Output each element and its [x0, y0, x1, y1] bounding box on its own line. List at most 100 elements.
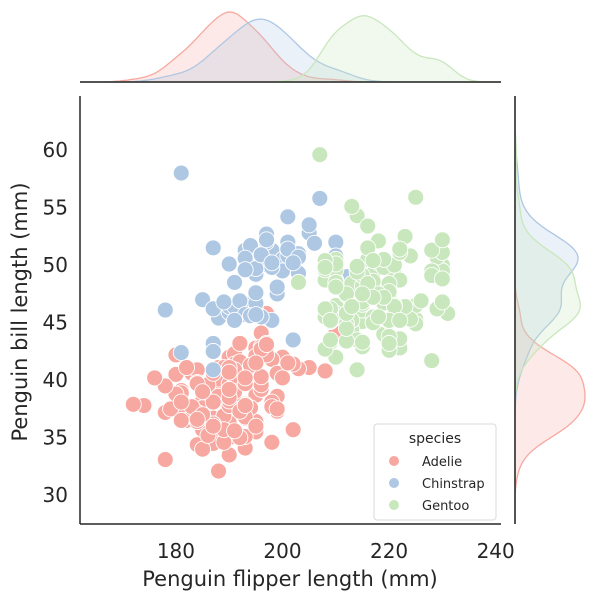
point-adelie: [263, 433, 281, 451]
point-gentoo: [322, 331, 339, 349]
y-tick-label: 35: [43, 426, 68, 450]
point-gentoo: [412, 292, 430, 310]
point-gentoo: [391, 240, 409, 258]
legend-label-gentoo: Gentoo: [422, 499, 469, 514]
legend-title: species: [409, 431, 461, 447]
point-adelie: [210, 462, 228, 480]
point-gentoo: [316, 258, 334, 276]
x-tick-label: 240: [477, 539, 515, 563]
point-adelie: [178, 359, 196, 376]
right-marginal-kde: [514, 96, 586, 524]
point-adelie: [247, 417, 265, 435]
point-chinstrap: [215, 293, 233, 311]
x-tick-labels: 180 200 220 240: [157, 539, 515, 563]
point-adelie: [231, 334, 249, 352]
point-gentoo: [322, 311, 339, 329]
point-chinstrap: [220, 255, 238, 273]
point-gentoo: [391, 311, 409, 329]
scatter-points: [124, 146, 457, 480]
point-adelie: [220, 380, 238, 398]
legend-label-chinstrap: Chinstrap: [422, 477, 485, 492]
point-gentoo: [353, 285, 371, 303]
point-chinstrap: [268, 278, 286, 296]
point-gentoo: [380, 334, 398, 352]
point-chinstrap: [204, 361, 222, 379]
point-chinstrap: [284, 254, 302, 272]
point-adelie: [226, 422, 243, 440]
point-chinstrap: [311, 189, 329, 207]
point-chinstrap: [204, 239, 222, 257]
point-gentoo: [327, 278, 345, 296]
point-adelie: [194, 383, 212, 401]
point-adelie: [146, 369, 164, 387]
point-chinstrap: [263, 254, 281, 272]
point-gentoo: [369, 308, 387, 326]
point-chinstrap: [172, 344, 190, 362]
x-tick-label: 220: [370, 539, 408, 563]
point-gentoo: [433, 293, 451, 311]
point-adelie: [156, 451, 174, 469]
point-gentoo: [407, 188, 425, 206]
point-gentoo: [311, 146, 329, 164]
legend-frame: [373, 423, 497, 521]
point-adelie: [172, 393, 190, 411]
point-chinstrap: [247, 306, 265, 324]
legend-marker-adelie: [389, 456, 399, 466]
point-adelie: [274, 369, 291, 387]
x-tick-label: 180: [157, 539, 195, 563]
point-chinstrap: [226, 273, 243, 291]
legend-marker-gentoo: [389, 500, 399, 510]
point-chinstrap: [279, 208, 297, 226]
point-gentoo: [348, 361, 366, 379]
point-adelie: [188, 410, 206, 428]
y-tick-label: 55: [43, 196, 68, 220]
point-adelie: [284, 421, 302, 439]
legend-label-adelie: Adelie: [422, 455, 462, 470]
point-adelie: [204, 417, 222, 435]
point-gentoo: [423, 241, 441, 259]
y-tick-label: 40: [43, 368, 68, 392]
point-adelie: [247, 354, 265, 372]
point-adelie: [258, 336, 275, 353]
point-chinstrap: [258, 231, 275, 249]
point-chinstrap: [247, 284, 265, 302]
point-gentoo: [343, 198, 361, 215]
point-chinstrap: [226, 311, 243, 329]
point-adelie: [236, 369, 254, 387]
y-tick-label: 30: [43, 483, 68, 507]
legend: species Adelie Chinstrap Gentoo: [373, 423, 497, 521]
point-gentoo: [338, 319, 355, 337]
point-adelie: [220, 363, 238, 381]
point-chinstrap: [204, 342, 222, 360]
point-chinstrap: [300, 216, 318, 234]
point-adelie: [124, 395, 142, 413]
point-chinstrap: [306, 234, 323, 252]
point-adelie: [172, 412, 190, 429]
point-chinstrap: [194, 291, 212, 309]
point-adelie: [316, 362, 334, 380]
point-adelie: [236, 397, 254, 414]
point-gentoo: [359, 217, 377, 235]
point-adelie: [268, 400, 286, 418]
y-tick-labels: 30 35 40 45 50 55 60: [43, 138, 68, 507]
point-adelie: [204, 393, 222, 411]
point-gentoo: [348, 257, 366, 275]
point-gentoo: [423, 352, 441, 370]
point-adelie: [279, 354, 297, 372]
y-tick-label: 60: [43, 138, 68, 162]
x-tick-label: 200: [263, 539, 301, 563]
y-axis-label: Penguin bill length (mm): [8, 182, 32, 441]
point-gentoo: [433, 231, 451, 249]
point-chinstrap: [156, 301, 174, 319]
y-tick-label: 45: [43, 311, 68, 335]
point-gentoo: [343, 298, 361, 315]
point-gentoo: [433, 270, 451, 288]
point-chinstrap: [236, 261, 254, 279]
point-gentoo: [364, 252, 382, 269]
point-chinstrap: [284, 331, 302, 349]
legend-marker-chinstrap: [389, 478, 399, 488]
top-marginal-kde: [80, 11, 501, 83]
x-axis-label: Penguin flipper length (mm): [142, 567, 437, 591]
point-gentoo: [290, 273, 307, 291]
